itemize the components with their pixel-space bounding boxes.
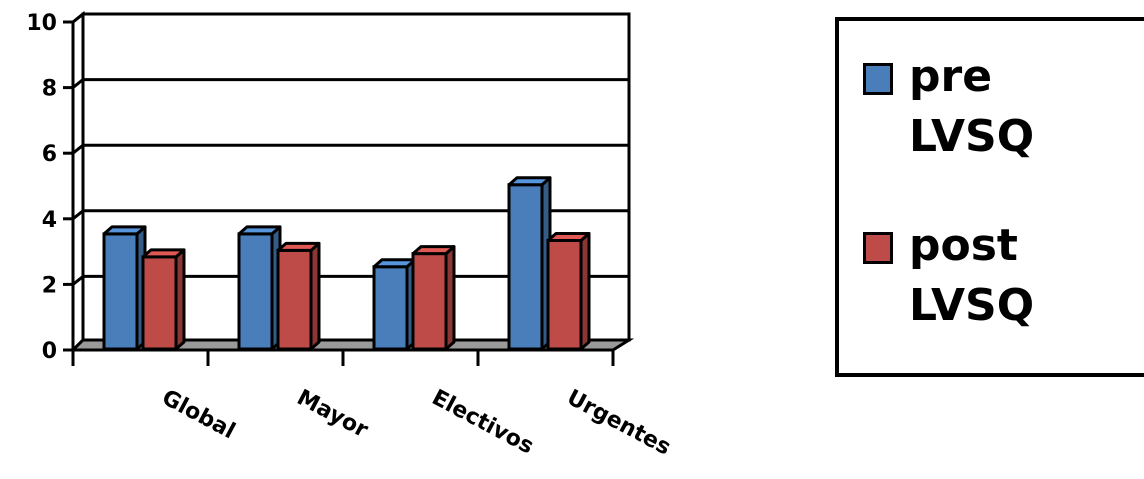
bar-electivos-pre <box>372 258 417 351</box>
bar-mayor-post <box>276 241 321 351</box>
bar-global-post <box>141 248 186 351</box>
y-tick-label: 8 <box>42 77 57 102</box>
y-tick-label: 0 <box>42 339 57 364</box>
bar-mayor-pre <box>237 225 282 351</box>
legend-label-pre: pre LVSQ <box>909 51 1035 162</box>
legend-item-post: post LVSQ <box>863 216 1089 336</box>
gridline-side <box>72 78 84 89</box>
y-tick-label: 4 <box>42 208 57 233</box>
bar-top <box>507 176 552 187</box>
legend-item-pre: pre LVSQ <box>863 47 1089 167</box>
gridline-side <box>72 12 84 24</box>
y-tick-label: 10 <box>26 11 57 36</box>
legend-swatch-pre <box>863 63 893 95</box>
gridline-side <box>72 275 84 286</box>
bar-front <box>411 252 448 351</box>
y-tick-labels: 0 2 4 6 8 10 <box>26 11 57 364</box>
bar-urgentes-pre <box>507 176 552 351</box>
x-category-label: Electivos <box>428 385 538 459</box>
bar-top <box>276 241 321 252</box>
bar-front <box>102 232 139 351</box>
bar-front <box>372 265 409 351</box>
y-tick-label: 6 <box>42 142 57 167</box>
x-category-label: Urgentes <box>563 385 675 460</box>
axes <box>63 20 615 366</box>
x-category-label: Global <box>158 385 239 444</box>
bar-top <box>102 225 147 236</box>
gridline-side <box>72 144 84 155</box>
y-tick-label: 2 <box>42 273 57 298</box>
bar-front <box>546 238 583 351</box>
bar-top <box>411 245 456 256</box>
bar-top <box>546 231 591 242</box>
bar-urgentes-post <box>546 231 591 351</box>
bar-top <box>372 258 417 269</box>
bar-front <box>237 232 274 351</box>
legend: pre LVSQ post LVSQ <box>835 17 1144 377</box>
bar-front <box>507 183 544 351</box>
bar-front <box>141 255 178 351</box>
x-category-label: Mayor <box>293 385 372 443</box>
legend-swatch-post <box>863 232 893 264</box>
legend-label-post: post LVSQ <box>909 220 1035 331</box>
bar-top <box>141 248 186 259</box>
gridline-side <box>72 209 84 220</box>
bar-front <box>276 248 313 351</box>
x-category-labels: Global Mayor Electivos Urgentes <box>158 385 675 460</box>
bar-top <box>237 225 282 236</box>
bars-group <box>102 176 591 351</box>
bar-global-pre <box>102 225 147 351</box>
bar-electivos-post <box>411 245 456 351</box>
